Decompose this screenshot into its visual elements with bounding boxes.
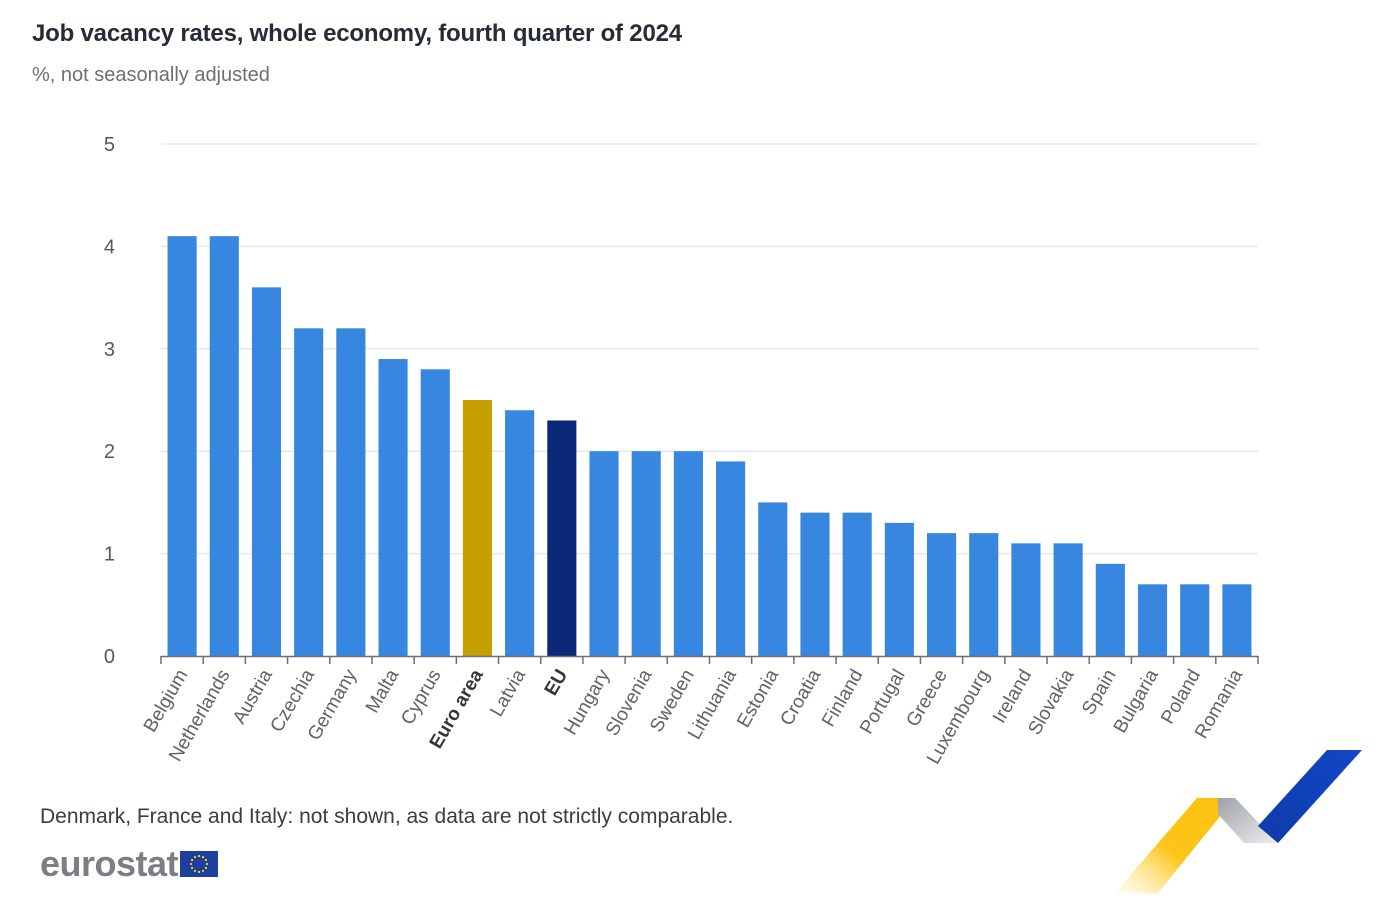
bar-romania[interactable]: [1222, 584, 1252, 656]
bar-belgium[interactable]: [167, 236, 197, 656]
x-tick-label: Spain: [1078, 666, 1120, 719]
bar-germany[interactable]: [336, 328, 366, 656]
flag-star: [204, 858, 208, 862]
y-tick-label: 2: [104, 441, 115, 463]
y-tick-label: 0: [104, 646, 115, 668]
bar-austria[interactable]: [251, 287, 282, 656]
eu-flag-icon: [180, 851, 219, 877]
flag-star: [193, 855, 197, 859]
bar-estonia[interactable]: [758, 502, 788, 656]
bar-malta[interactable]: [378, 359, 408, 656]
flag-star: [191, 858, 194, 862]
flag-star: [191, 866, 194, 870]
bar-bulgaria[interactable]: [1137, 584, 1168, 656]
bar-hungary[interactable]: [589, 451, 619, 656]
bar-latvia[interactable]: [505, 410, 535, 656]
flag-star: [201, 855, 205, 859]
chart-subtitle: %, not seasonally adjusted: [32, 64, 270, 86]
y-tick-label: 4: [104, 236, 115, 258]
footnote: Denmark, France and Italy: not shown, as…: [40, 805, 734, 828]
chart-title: Job vacancy rates, whole economy, fourth…: [32, 20, 682, 47]
x-axis: [160, 655, 1259, 664]
x-tick-label: Estonia: [733, 666, 783, 732]
flag-star: [193, 869, 197, 873]
bar-luxembourg[interactable]: [969, 533, 999, 656]
bar-eu[interactable]: [547, 420, 577, 656]
gridlines: [161, 143, 1258, 555]
bar-ireland[interactable]: [1011, 543, 1041, 656]
flag-star: [197, 854, 201, 858]
bar-croatia[interactable]: [800, 512, 830, 656]
x-tick-label: EU: [541, 666, 572, 699]
flag-star: [189, 862, 193, 866]
x-tick-label: Latvia: [486, 666, 530, 721]
bar-spain[interactable]: [1095, 563, 1125, 656]
bar-slovakia[interactable]: [1053, 543, 1083, 656]
bars: [167, 236, 1252, 656]
logo-text: eurostat: [40, 843, 179, 884]
bar-sweden[interactable]: [673, 451, 703, 656]
bar-lithuania[interactable]: [716, 461, 746, 656]
bar-euro-area[interactable]: [462, 400, 492, 656]
flag-star: [197, 870, 201, 874]
flag-star: [204, 866, 208, 870]
bar-poland[interactable]: [1180, 584, 1210, 656]
y-tick-label: 3: [104, 339, 115, 361]
bar-czechia[interactable]: [294, 328, 324, 656]
y-axis-ticks: 0 1 2 3 4 5: [104, 134, 115, 668]
bar-slovenia[interactable]: [631, 451, 661, 656]
x-tick-label: Ireland: [989, 666, 1036, 727]
bar-cyprus[interactable]: [420, 369, 450, 656]
bar-netherlands[interactable]: [209, 236, 239, 656]
eurostat-logo: eurostat: [40, 843, 219, 884]
bar-greece[interactable]: [927, 533, 957, 656]
x-tick-label: Malta: [362, 666, 404, 717]
flag-star: [201, 869, 205, 873]
bar-finland[interactable]: [842, 512, 872, 656]
bar-chart: 0 1 2 3 4 5 BelgiumNetherlandsAustriaCzechiaG…: [104, 134, 1259, 768]
y-tick-label: 1: [104, 544, 115, 566]
bar-portugal[interactable]: [884, 522, 914, 656]
flag-star: [205, 862, 209, 866]
y-tick-label: 5: [104, 134, 115, 156]
